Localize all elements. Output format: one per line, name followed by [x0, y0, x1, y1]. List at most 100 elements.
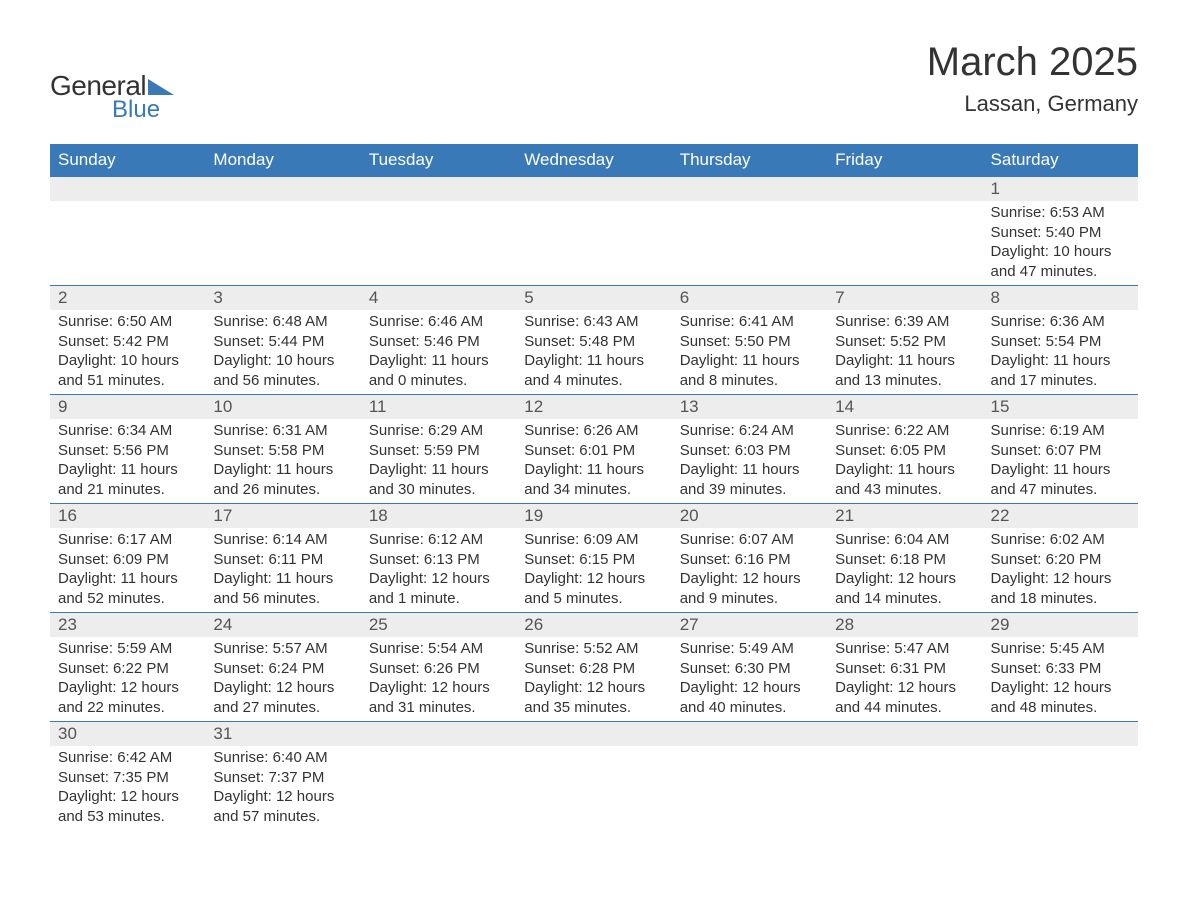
calendar-table: SundayMondayTuesdayWednesdayThursdayFrid… [50, 144, 1138, 830]
daylight-text: Daylight: 12 hours and 1 minute. [369, 569, 508, 608]
day-cell-body: Sunrise: 5:57 AMSunset: 6:24 PMDaylight:… [205, 637, 360, 721]
daylight-text: Daylight: 12 hours and 27 minutes. [213, 678, 352, 717]
day-number-cell: 18 [361, 504, 516, 529]
day-cell: Sunrise: 6:12 AMSunset: 6:13 PMDaylight:… [361, 528, 516, 613]
week-content-row: Sunrise: 6:42 AMSunset: 7:35 PMDaylight:… [50, 746, 1138, 830]
day-cell: Sunrise: 5:45 AMSunset: 6:33 PMDaylight:… [983, 637, 1138, 722]
sunset-text: Sunset: 6:18 PM [835, 550, 974, 570]
day-number-cell: 12 [516, 395, 671, 420]
day-cell-body [361, 201, 516, 207]
day-number-cell: 7 [827, 286, 982, 311]
day-cell: Sunrise: 5:57 AMSunset: 6:24 PMDaylight:… [205, 637, 360, 722]
day-cell: Sunrise: 6:40 AMSunset: 7:37 PMDaylight:… [205, 746, 360, 830]
sunset-text: Sunset: 5:44 PM [213, 332, 352, 352]
sunset-text: Sunset: 6:31 PM [835, 659, 974, 679]
sunset-text: Sunset: 5:56 PM [58, 441, 197, 461]
day-cell-body [50, 201, 205, 207]
sunrise-text: Sunrise: 5:49 AM [680, 639, 819, 659]
week-content-row: Sunrise: 6:17 AMSunset: 6:09 PMDaylight:… [50, 528, 1138, 613]
sunset-text: Sunset: 6:09 PM [58, 550, 197, 570]
sunset-text: Sunset: 5:58 PM [213, 441, 352, 461]
sunset-text: Sunset: 6:01 PM [524, 441, 663, 461]
day-number-cell: 29 [983, 613, 1138, 638]
sunrise-text: Sunrise: 6:50 AM [58, 312, 197, 332]
day-cell: Sunrise: 5:54 AMSunset: 6:26 PMDaylight:… [361, 637, 516, 722]
day-cell-body [361, 746, 516, 752]
day-number-cell: 8 [983, 286, 1138, 311]
daylight-text: Daylight: 12 hours and 5 minutes. [524, 569, 663, 608]
day-cell: Sunrise: 6:26 AMSunset: 6:01 PMDaylight:… [516, 419, 671, 504]
day-cell [672, 201, 827, 286]
day-number-cell: 9 [50, 395, 205, 420]
day-number-cell: 13 [672, 395, 827, 420]
day-cell-body: Sunrise: 6:36 AMSunset: 5:54 PMDaylight:… [983, 310, 1138, 394]
sunrise-text: Sunrise: 6:19 AM [991, 421, 1130, 441]
day-number-cell [672, 722, 827, 747]
day-cell-body: Sunrise: 6:22 AMSunset: 6:05 PMDaylight:… [827, 419, 982, 503]
sunrise-text: Sunrise: 6:48 AM [213, 312, 352, 332]
sunrise-text: Sunrise: 5:57 AM [213, 639, 352, 659]
day-cell: Sunrise: 5:59 AMSunset: 6:22 PMDaylight:… [50, 637, 205, 722]
day-cell-body: Sunrise: 6:14 AMSunset: 6:11 PMDaylight:… [205, 528, 360, 612]
day-number-cell: 19 [516, 504, 671, 529]
day-number-cell: 21 [827, 504, 982, 529]
sunrise-text: Sunrise: 6:40 AM [213, 748, 352, 768]
day-cell [672, 746, 827, 830]
sunrise-text: Sunrise: 6:34 AM [58, 421, 197, 441]
day-cell-body: Sunrise: 5:52 AMSunset: 6:28 PMDaylight:… [516, 637, 671, 721]
day-number-cell [672, 177, 827, 202]
sunset-text: Sunset: 5:50 PM [680, 332, 819, 352]
day-number-cell: 5 [516, 286, 671, 311]
sunrise-text: Sunrise: 6:02 AM [991, 530, 1130, 550]
day-cell-body: Sunrise: 6:24 AMSunset: 6:03 PMDaylight:… [672, 419, 827, 503]
day-number-cell [983, 722, 1138, 747]
daylight-text: Daylight: 11 hours and 47 minutes. [991, 460, 1130, 499]
daylight-text: Daylight: 11 hours and 8 minutes. [680, 351, 819, 390]
day-cell-body [516, 201, 671, 207]
day-number-cell: 31 [205, 722, 360, 747]
week-daynum-row: 9101112131415 [50, 395, 1138, 420]
sunrise-text: Sunrise: 6:39 AM [835, 312, 974, 332]
sunset-text: Sunset: 5:54 PM [991, 332, 1130, 352]
logo: General Blue [50, 70, 174, 124]
sunrise-text: Sunrise: 5:47 AM [835, 639, 974, 659]
daylight-text: Daylight: 11 hours and 30 minutes. [369, 460, 508, 499]
day-cell [827, 746, 982, 830]
daylight-text: Daylight: 11 hours and 0 minutes. [369, 351, 508, 390]
day-cell [205, 201, 360, 286]
day-number-cell [516, 177, 671, 202]
month-title: March 2025 [927, 40, 1138, 85]
daylight-text: Daylight: 12 hours and 18 minutes. [991, 569, 1130, 608]
day-cell-body: Sunrise: 6:02 AMSunset: 6:20 PMDaylight:… [983, 528, 1138, 612]
day-cell: Sunrise: 6:43 AMSunset: 5:48 PMDaylight:… [516, 310, 671, 395]
day-cell-body: Sunrise: 6:39 AMSunset: 5:52 PMDaylight:… [827, 310, 982, 394]
page-header: General Blue March 2025 Lassan, Germany [50, 40, 1138, 124]
day-cell: Sunrise: 6:09 AMSunset: 6:15 PMDaylight:… [516, 528, 671, 613]
week-content-row: Sunrise: 6:50 AMSunset: 5:42 PMDaylight:… [50, 310, 1138, 395]
day-cell-body [205, 201, 360, 207]
day-number-cell [516, 722, 671, 747]
sunset-text: Sunset: 6:15 PM [524, 550, 663, 570]
sunset-text: Sunset: 5:59 PM [369, 441, 508, 461]
sunset-text: Sunset: 6:24 PM [213, 659, 352, 679]
day-cell: Sunrise: 6:48 AMSunset: 5:44 PMDaylight:… [205, 310, 360, 395]
day-cell: Sunrise: 6:24 AMSunset: 6:03 PMDaylight:… [672, 419, 827, 504]
day-cell-body: Sunrise: 6:19 AMSunset: 6:07 PMDaylight:… [983, 419, 1138, 503]
day-cell: Sunrise: 6:22 AMSunset: 6:05 PMDaylight:… [827, 419, 982, 504]
day-header: Wednesday [516, 144, 671, 177]
day-number-cell: 3 [205, 286, 360, 311]
sunset-text: Sunset: 7:37 PM [213, 768, 352, 788]
daylight-text: Daylight: 11 hours and 26 minutes. [213, 460, 352, 499]
day-number-cell [827, 177, 982, 202]
sunrise-text: Sunrise: 6:24 AM [680, 421, 819, 441]
day-number-cell: 30 [50, 722, 205, 747]
daylight-text: Daylight: 12 hours and 35 minutes. [524, 678, 663, 717]
day-cell: Sunrise: 6:17 AMSunset: 6:09 PMDaylight:… [50, 528, 205, 613]
sunset-text: Sunset: 6:07 PM [991, 441, 1130, 461]
day-cell: Sunrise: 6:41 AMSunset: 5:50 PMDaylight:… [672, 310, 827, 395]
day-cell-body [827, 201, 982, 207]
day-number-cell [205, 177, 360, 202]
title-block: March 2025 Lassan, Germany [927, 40, 1138, 117]
day-number-cell: 17 [205, 504, 360, 529]
daylight-text: Daylight: 11 hours and 56 minutes. [213, 569, 352, 608]
